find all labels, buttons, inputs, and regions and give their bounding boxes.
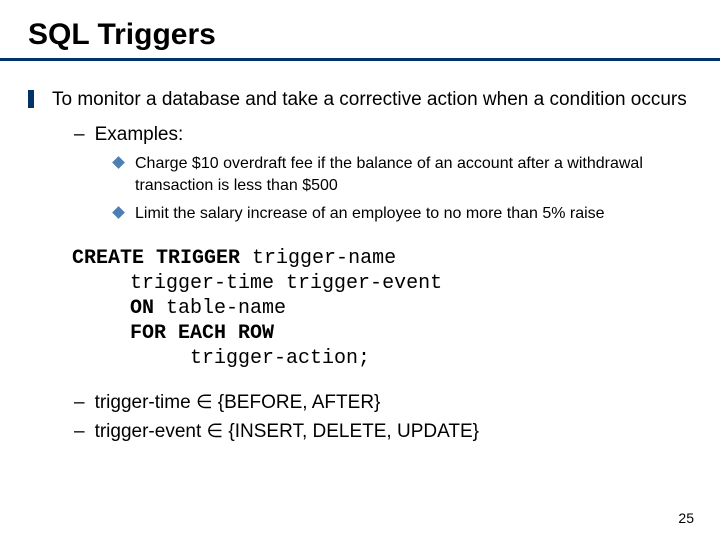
trigger-name-text: trigger-name — [252, 247, 396, 270]
slide: SQL Triggers To monitor a database and t… — [0, 0, 720, 540]
element-of-icon: ∈ — [207, 421, 224, 442]
table-name: table-name — [166, 297, 286, 320]
examples-row: – Examples: — [74, 123, 692, 148]
slide-title: SQL Triggers — [28, 18, 692, 52]
trigger-action: trigger-action — [190, 347, 358, 370]
code-block: CREATE TRIGGER trigger-name trigger-time… — [72, 246, 692, 371]
bullet-l1-row: To monitor a database and take a correct… — [28, 87, 692, 113]
code-line-5: trigger-action; — [190, 346, 692, 371]
kw-create: CREATE TRIGGER — [72, 247, 240, 270]
example-1-row: Charge $10 overdraft fee if the balance … — [114, 153, 692, 196]
semicolon: ; — [358, 347, 370, 370]
code-line-2: trigger-time trigger-event — [130, 271, 692, 296]
page-number: 25 — [678, 510, 694, 526]
code-line-3: ON table-name — [130, 296, 692, 321]
code-line-1: CREATE TRIGGER trigger-name — [72, 246, 692, 271]
note-1a: trigger-time — [95, 392, 196, 413]
note-1-row: – trigger-time ∈ {BEFORE, AFTER} — [74, 391, 692, 416]
examples-label: Examples: — [95, 123, 184, 148]
example-1-text: Charge $10 overdraft fee if the balance … — [135, 153, 692, 196]
element-of-icon: ∈ — [196, 392, 213, 413]
note-2-row: – trigger-event ∈ {INSERT, DELETE, UPDAT… — [74, 420, 692, 445]
note-1b: {BEFORE, AFTER} — [213, 392, 381, 413]
kw-on: ON — [130, 297, 154, 320]
dash-icon: – — [74, 420, 85, 445]
note-2a: trigger-event — [95, 421, 207, 442]
bullet-l1-icon — [28, 90, 34, 108]
kw-for-each-row: FOR EACH ROW — [130, 322, 274, 345]
trigger-event: trigger-event — [286, 272, 442, 295]
l1-text: To monitor a database and take a correct… — [52, 87, 687, 113]
code-line-4: FOR EACH ROW — [130, 321, 692, 346]
note-2b: {INSERT, DELETE, UPDATE} — [223, 421, 479, 442]
diamond-icon — [112, 206, 125, 219]
diamond-icon — [112, 156, 125, 169]
note-1-text: trigger-time ∈ {BEFORE, AFTER} — [95, 391, 381, 416]
dash-icon: – — [74, 391, 85, 416]
note-2-text: trigger-event ∈ {INSERT, DELETE, UPDATE} — [95, 420, 479, 445]
dash-icon: – — [74, 123, 85, 148]
example-2-text: Limit the salary increase of an employee… — [135, 203, 605, 225]
trigger-time: trigger-time — [130, 272, 274, 295]
example-2-row: Limit the salary increase of an employee… — [114, 203, 692, 225]
title-underline — [0, 58, 720, 61]
